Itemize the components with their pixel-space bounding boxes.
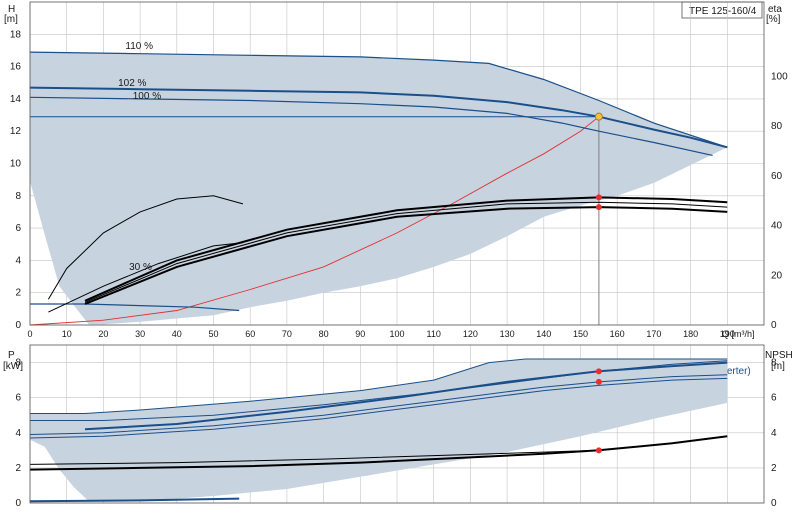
- head-curve: [29, 96, 713, 156]
- duty-eta-marker: [595, 204, 602, 211]
- eta-curve: [47, 195, 244, 300]
- y2-tick-label: 8: [771, 358, 777, 369]
- bottom-plot-frame: [29, 344, 765, 504]
- top-plot-frame: [29, 1, 765, 326]
- power-curve: [29, 435, 728, 471]
- x-tick-label: 90: [355, 329, 365, 339]
- power-curve: [30, 358, 728, 414]
- x-tick-label: 110: [427, 329, 441, 339]
- x-tick-label: 180: [683, 329, 698, 339]
- y2-tick-label: 2: [771, 463, 777, 474]
- y-title-p: P: [8, 350, 15, 361]
- duty-power-marker: [595, 378, 602, 385]
- x-tick-label: 70: [282, 329, 292, 339]
- power-curve: [29, 497, 240, 503]
- y-tick-label: 0: [15, 498, 21, 509]
- helper-line-system: [29, 116, 600, 326]
- x-tick-label: 150: [573, 329, 588, 339]
- curve-label: 110 %: [125, 41, 153, 52]
- x-tick-label: 40: [172, 329, 182, 339]
- power-curve: [29, 449, 599, 465]
- y-tick-label: 14: [10, 94, 22, 105]
- y2-unit-npsh: [m]: [771, 361, 785, 372]
- y-tick-label: 6: [15, 223, 21, 234]
- y-unit-h: [m]: [4, 14, 18, 25]
- y2-tick-label: 100: [771, 72, 788, 83]
- y-tick-label: 2: [15, 288, 21, 299]
- y-tick-label: 0: [15, 320, 21, 331]
- y2-tick-label: 80: [771, 121, 783, 132]
- y-unit-p: [kW]: [3, 361, 23, 372]
- y2-title-npsh: NPSH: [765, 350, 793, 361]
- head-curve: [29, 86, 728, 149]
- x-axis-title: Q [m³/h]: [722, 329, 755, 339]
- x-tick-label: 20: [98, 329, 108, 339]
- eta-curve: [84, 201, 728, 303]
- y2-tick-label: 0: [771, 498, 777, 509]
- x-tick-label: 120: [463, 329, 478, 339]
- y2-unit-eta: [%]: [766, 14, 781, 25]
- curve-label: 30 %: [129, 262, 152, 273]
- duty-power-marker: [595, 447, 602, 454]
- x-tick-label: 190: [720, 329, 735, 339]
- y-tick-label: 12: [10, 126, 22, 137]
- duty-power-marker: [595, 368, 602, 375]
- y2-tick-label: 20: [771, 270, 783, 281]
- y2-tick-label: 0: [771, 320, 777, 331]
- duty-eta-marker: [595, 194, 602, 201]
- y-title-h: H: [8, 4, 15, 15]
- x-tick-label: 60: [245, 329, 255, 339]
- y-tick-label: 4: [15, 255, 21, 266]
- y2-title-eta: eta: [768, 4, 782, 15]
- y-tick-label: 4: [15, 428, 21, 439]
- duty-point-marker: [594, 112, 603, 121]
- y-tick-label: 10: [10, 159, 22, 170]
- y2-tick-label: 4: [771, 428, 777, 439]
- y-tick-label: 16: [10, 62, 22, 73]
- x-tick-label: 0: [27, 329, 32, 339]
- x-tick-label: 10: [62, 329, 72, 339]
- y-tick-label: 8: [15, 191, 21, 202]
- curve-label: 100 %: [133, 91, 161, 102]
- x-tick-label: 30: [135, 329, 145, 339]
- curve-label: 102 %: [118, 78, 146, 89]
- power-curve: [29, 377, 728, 439]
- power-curve: [29, 374, 728, 435]
- y-tick-label: 6: [15, 393, 21, 404]
- x-tick-label: 80: [319, 329, 329, 339]
- y-tick-label: 8: [15, 358, 21, 369]
- x-tick-label: 130: [500, 329, 515, 339]
- power-curve: [30, 360, 728, 421]
- head-eta-plot: 110 %102 %100 %30 %024681012141618020406…: [10, 1, 788, 339]
- y2-tick-label: 6: [771, 393, 777, 404]
- model-label: TPE 125-160/4: [689, 6, 757, 17]
- head-curve: [29, 51, 728, 148]
- x-tick-label: 170: [646, 329, 661, 339]
- x-tick-label: 140: [536, 329, 551, 339]
- y2-tick-label: 60: [771, 171, 783, 182]
- x-tick-label: 50: [208, 329, 218, 339]
- y2-tick-label: 40: [771, 221, 783, 232]
- y-tick-label: 18: [10, 29, 22, 40]
- eta-curve: [48, 242, 243, 313]
- x-tick-label: 100: [389, 329, 404, 339]
- power-range-band: [30, 359, 728, 502]
- eta-curve: [84, 196, 728, 302]
- x-tick-label: 160: [610, 329, 625, 339]
- y-tick-label: 2: [15, 463, 21, 474]
- eta-curve: [84, 206, 728, 305]
- power-npsh-plot: 0 2 4 6 8 0 2 4 6 8: [15, 344, 777, 509]
